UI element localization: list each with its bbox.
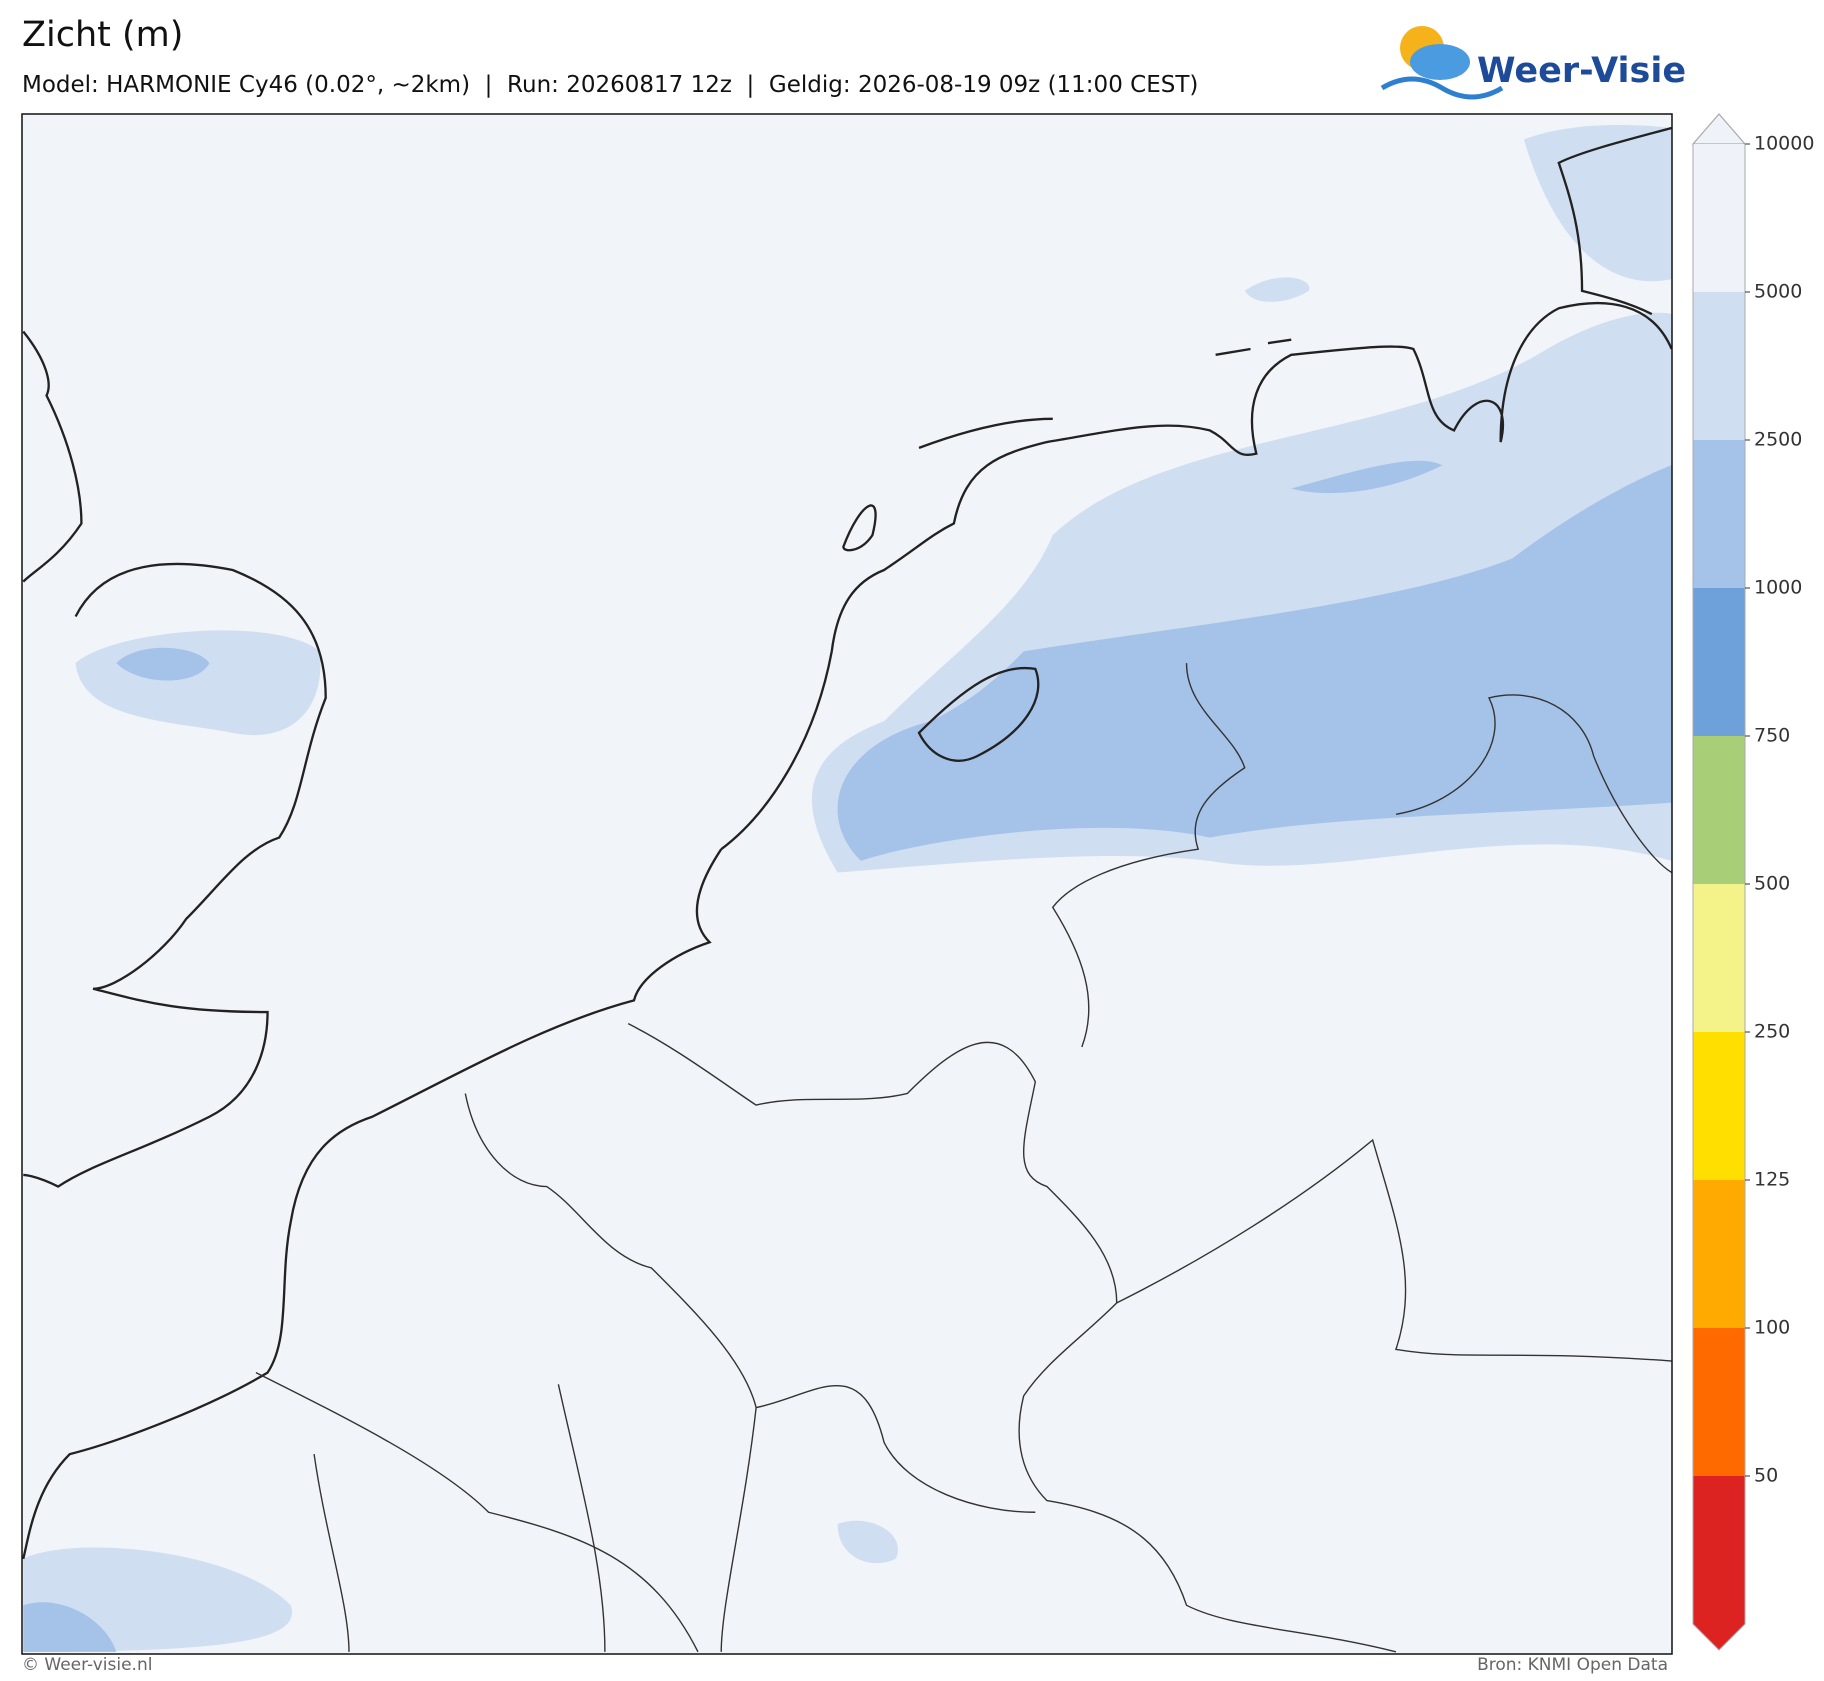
colorbar: 10000 5000 2500 1000 750 500 250 125 100 50 xyxy=(1691,113,1814,1651)
colorbar-band xyxy=(1693,1180,1745,1328)
colorbar-extend-bottom xyxy=(1693,1476,1745,1650)
colorbar-band xyxy=(1693,1328,1745,1476)
colorbar-band xyxy=(1693,588,1745,736)
map xyxy=(22,125,1672,1653)
colorbar-band xyxy=(1693,1032,1745,1180)
footer-left: © Weer-visie.nl xyxy=(22,1655,152,1675)
map-frame xyxy=(21,113,1673,1655)
colorbar-label: 50 xyxy=(1754,1465,1778,1487)
colorbar-label: 1000 xyxy=(1754,577,1802,599)
map-background xyxy=(22,114,1672,1654)
colorbar-band xyxy=(1693,440,1745,588)
colorbar-label: 100 xyxy=(1754,1317,1790,1339)
footer-right: Bron: KNMI Open Data xyxy=(1477,1655,1668,1675)
colorbar-label: 125 xyxy=(1754,1169,1790,1191)
colorbar-label: 5000 xyxy=(1754,281,1802,303)
logo: Weer-Visie xyxy=(1380,26,1686,100)
colorbar-label: 2500 xyxy=(1754,429,1802,451)
colorbar-extend-top xyxy=(1691,113,1747,145)
colorbar-band xyxy=(1693,144,1745,292)
colorbar-band xyxy=(1693,292,1745,440)
title: Zicht (m) xyxy=(22,15,183,55)
colorbar-label: 250 xyxy=(1754,1021,1790,1043)
colorbar-label: 10000 xyxy=(1754,133,1814,155)
colorbar-outline xyxy=(1692,113,1746,1651)
colorbar-label: 500 xyxy=(1754,873,1790,895)
subtitle: Model: HARMONIE Cy46 (0.02°, ~2km) | Run… xyxy=(22,72,1198,98)
colorbar-label: 750 xyxy=(1754,725,1790,747)
colorbar-band xyxy=(1693,884,1745,1032)
colorbar-band xyxy=(1693,736,1745,884)
logo-text: Weer-Visie xyxy=(1477,51,1686,91)
